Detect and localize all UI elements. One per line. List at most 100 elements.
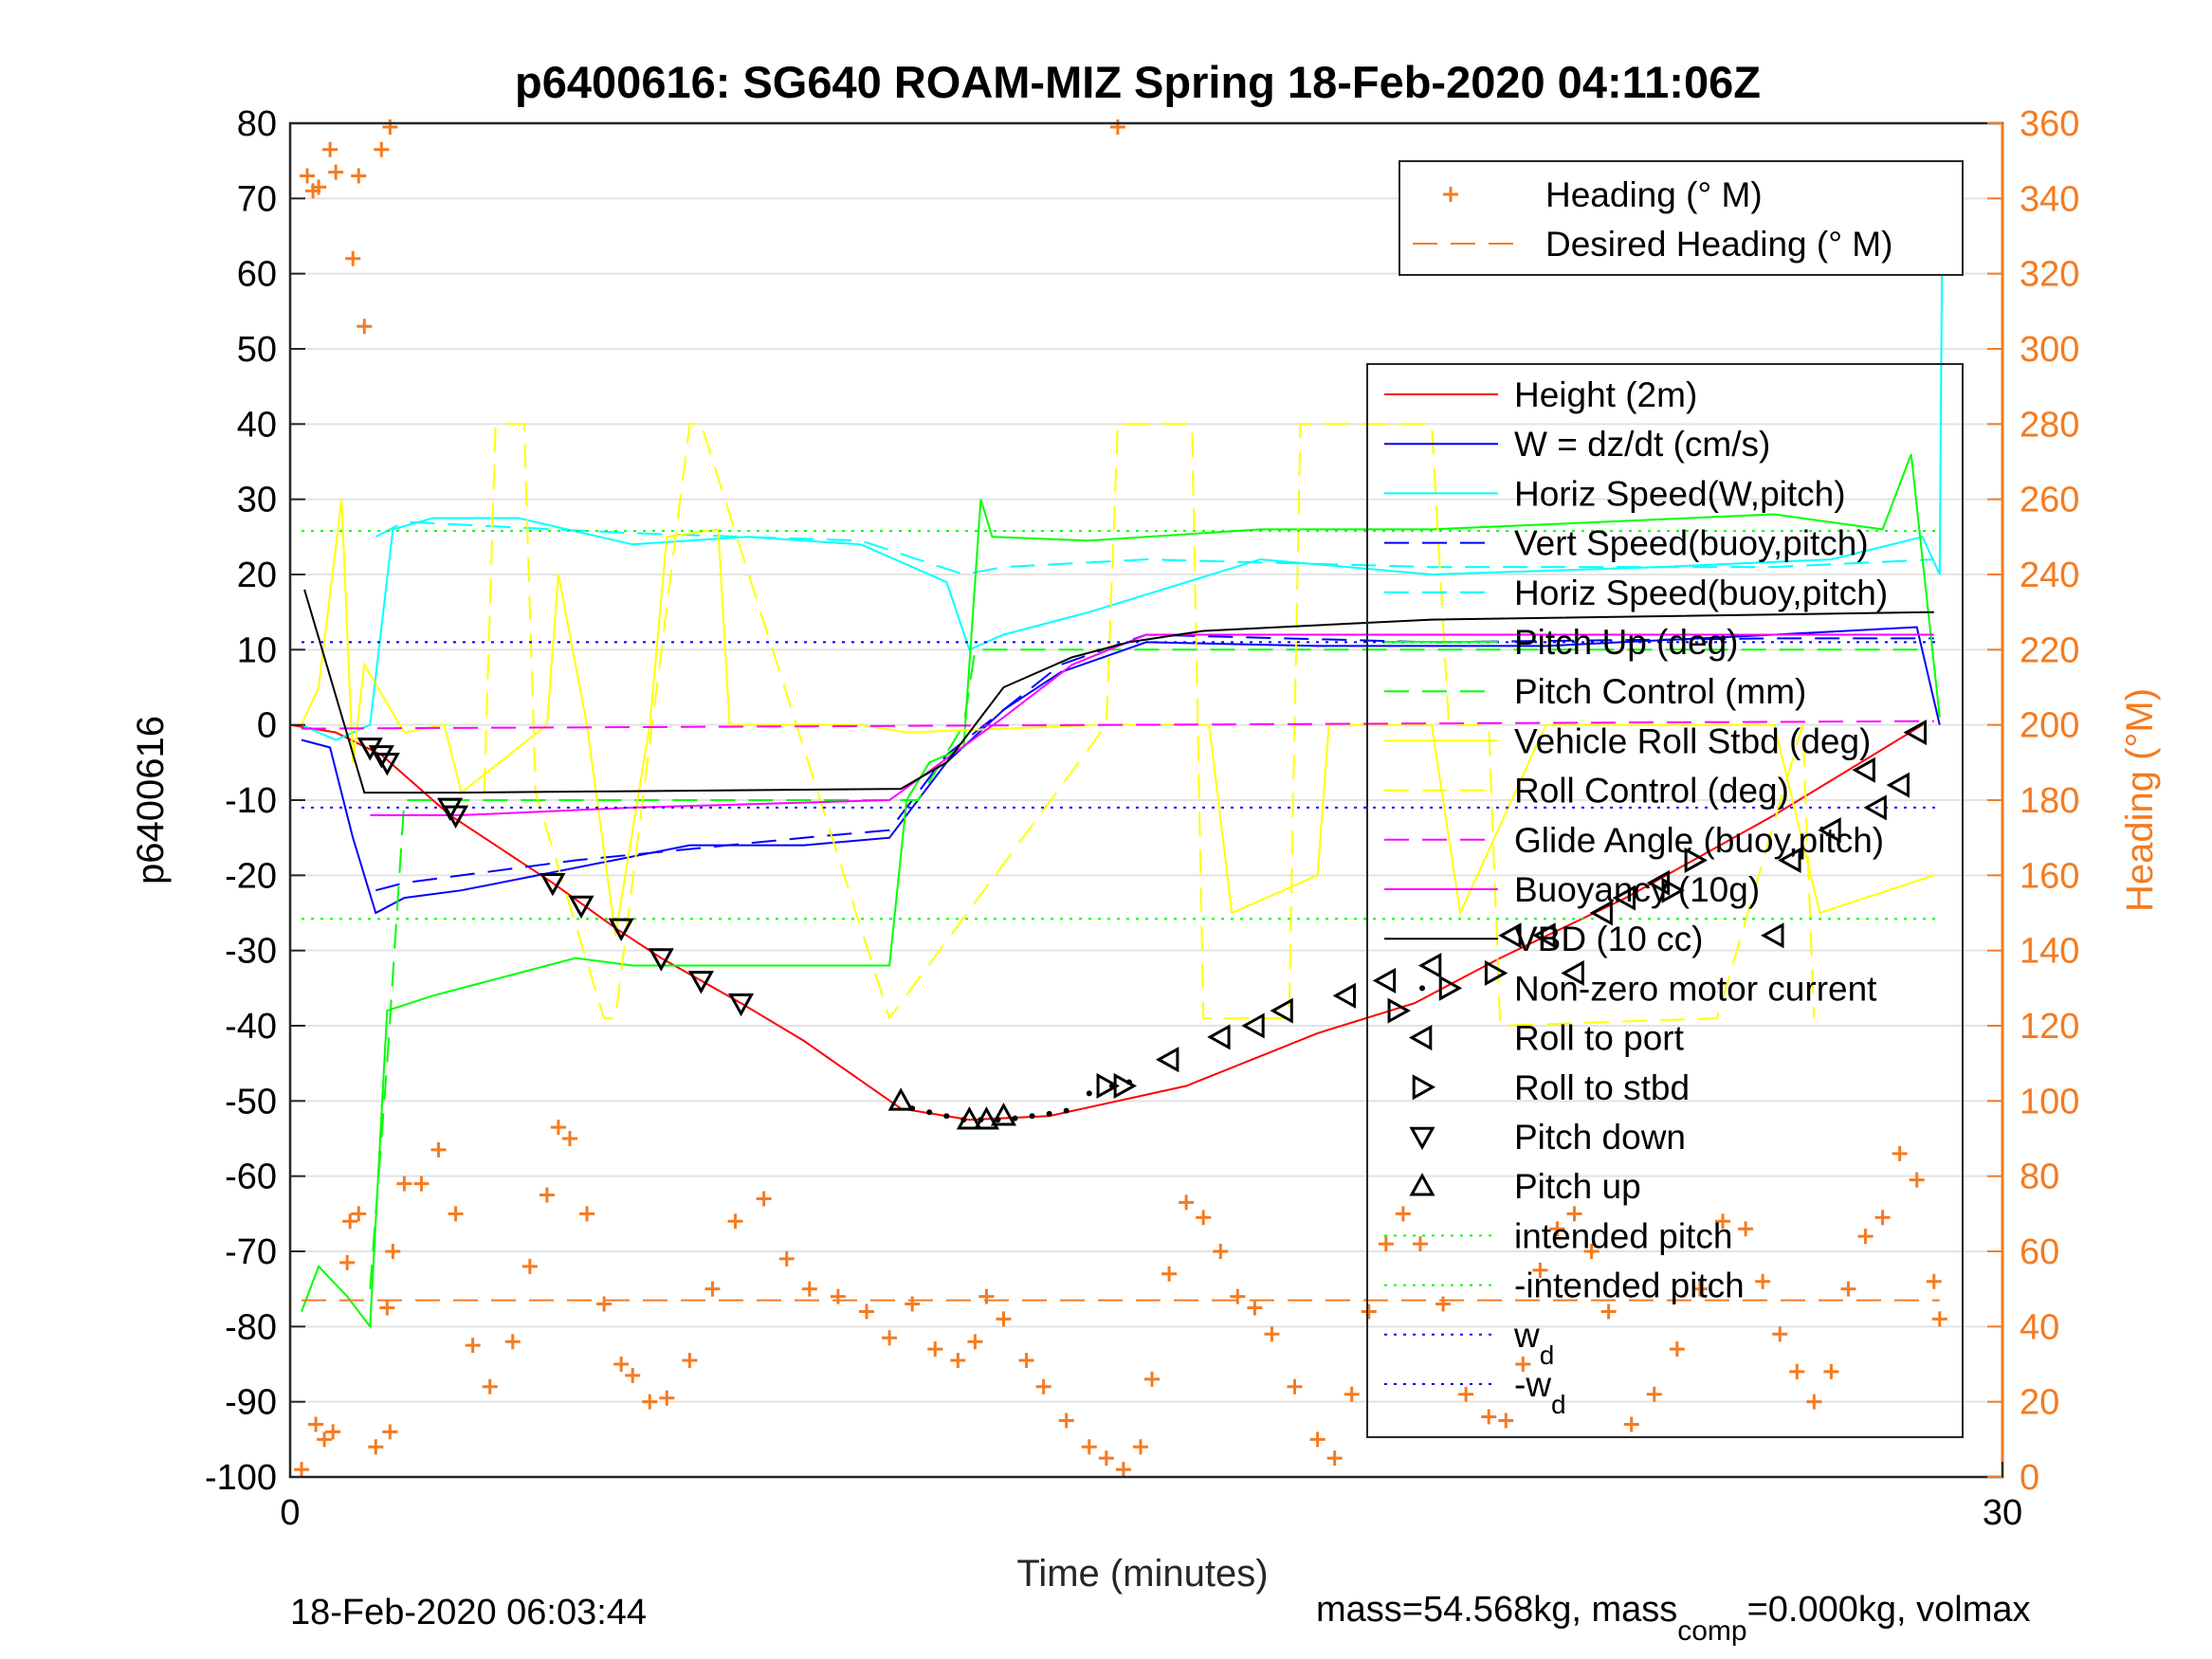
chart-title: p6400616: SG640 ROAM-MIZ Spring 18-Feb-2…	[515, 57, 1761, 107]
y2-tick-label-1: 340	[2020, 179, 2079, 219]
heading-point-57	[1264, 1326, 1280, 1342]
heading-outlier-3	[345, 250, 361, 266]
heading-point-12	[413, 1176, 430, 1192]
series-line-9	[301, 720, 1934, 730]
pitch-down-marker-10	[728, 993, 755, 1017]
legend-main-label-16: Pitch up	[1514, 1167, 1641, 1206]
heading-point-2	[317, 1431, 333, 1448]
legend-main-label-text-7: Vehicle Roll Stbd (deg)	[1514, 721, 1871, 760]
heading-point-68	[1481, 1409, 1497, 1425]
heading-point-59	[1309, 1431, 1325, 1448]
heading-outlier-2	[322, 141, 338, 157]
heading-point-8	[379, 1300, 395, 1316]
series-line-2	[301, 191, 1944, 741]
roll-port-marker-b-10	[1612, 884, 1636, 911]
heading-point-79	[1691, 1281, 1708, 1297]
pitch-down-marker-2	[374, 753, 400, 776]
heading-point-46	[1081, 1439, 1097, 1455]
y-tick-label-15: -70	[225, 1232, 277, 1272]
y-tick-label-10: -20	[225, 856, 277, 896]
heading-point-30	[727, 1213, 743, 1230]
heading-point-35	[859, 1304, 875, 1320]
roll-port-marker-b-8	[1532, 922, 1556, 949]
heading-point-7	[368, 1439, 384, 1455]
roll-port-marker-b-1	[1207, 1024, 1231, 1050]
legend-heading: Heading (° M) Desired Heading (° M)	[1398, 160, 1964, 276]
pitch-down-marker-6	[568, 895, 594, 920]
heading-outlier-10	[351, 168, 367, 184]
legend-main-label-2: Horiz Speed(W,pitch)	[1514, 474, 1846, 513]
y2-tick-label-8: 200	[2020, 706, 2079, 746]
heading-point-37	[905, 1296, 921, 1312]
heading-point-4	[339, 1254, 356, 1270]
y-tick-label-5: 30	[237, 481, 277, 520]
y-tick-label-2: 60	[237, 255, 277, 295]
y-tick-label-8: 0	[257, 706, 277, 746]
legend-heading-sample-0	[1443, 187, 1458, 202]
legend-main-label-text-15: Pitch down	[1514, 1118, 1686, 1157]
heading-point-66	[1435, 1296, 1452, 1312]
heading-point-21	[561, 1131, 577, 1146]
legend-main-label-text-18: -intended pitch	[1514, 1267, 1745, 1305]
marker-layer	[294, 118, 1947, 1478]
y-tick-label-4: 40	[237, 405, 277, 445]
heading-point-91	[1909, 1172, 1925, 1188]
x-tick-label-1: 30	[1983, 1493, 2022, 1533]
legend-main-label-18: -intended pitch	[1514, 1267, 1745, 1305]
heading-point-19	[539, 1187, 555, 1203]
roll-port-marker-b-4	[1332, 982, 1356, 1009]
legend-main-label-text-14: Roll to stbd	[1514, 1068, 1690, 1107]
y2-tick-label-9: 180	[2020, 781, 2079, 821]
heading-point-9	[382, 1424, 398, 1440]
heading-point-69	[1498, 1413, 1514, 1429]
y2-tick-label-0: 360	[2020, 104, 2079, 144]
footer-mass-text: mass=54.568kg, mass	[1316, 1590, 1677, 1630]
heading-point-29	[704, 1281, 721, 1297]
y2-tick-label-14: 80	[2020, 1158, 2059, 1197]
y-tick-label-0: 80	[237, 104, 277, 144]
heading-point-54	[1213, 1244, 1229, 1259]
pitch-down-marker-9	[687, 971, 714, 994]
heading-point-72	[1549, 1221, 1565, 1237]
heading-point-53	[1196, 1210, 1212, 1226]
roll-port-marker-b-11	[1646, 869, 1671, 896]
roll-port-marker-b-14	[1886, 772, 1910, 798]
legend-main-label-text-8: Roll Control (deg)	[1514, 772, 1789, 811]
heading-point-71	[1532, 1262, 1548, 1278]
heading-point-38	[927, 1341, 943, 1358]
y2-tick-label-2: 320	[2020, 255, 2079, 295]
y-tick-label-3: 50	[237, 330, 277, 370]
heading-point-50	[1144, 1371, 1161, 1387]
heading-point-42	[996, 1311, 1012, 1327]
legend-main-label-11: VBD (10 cc)	[1514, 920, 1703, 958]
series-layer	[289, 191, 1944, 1330]
x-axis-ticks: 0 30	[280, 1462, 2022, 1533]
legend-main-sample-12	[1419, 985, 1425, 992]
heading-point-18	[521, 1258, 538, 1274]
heading-point-82	[1755, 1273, 1771, 1289]
legend-main-label-text-20: -w	[1514, 1365, 1551, 1404]
motor-current-dot-11	[1108, 1083, 1115, 1089]
y2-tick-label-5: 260	[2020, 481, 2079, 520]
heading-point-83	[1772, 1326, 1788, 1342]
pitch-down-marker-5	[539, 872, 566, 897]
heading-point-41	[978, 1288, 995, 1304]
heading-point-75	[1600, 1304, 1617, 1320]
y2-tick-label-12: 120	[2020, 1007, 2079, 1047]
roll-port-marker-0	[1561, 959, 1584, 987]
pitch-up-marker-0	[887, 1087, 914, 1111]
y-axis-ticks: 80 70 60 50 40 30 20 10 0 -10 -20 -30 -40 -50 -60 -70 -8…	[205, 104, 305, 1498]
heading-outlier-7	[1109, 118, 1125, 135]
heading-point-22	[579, 1206, 595, 1222]
heading-point-49	[1132, 1439, 1148, 1455]
heading-point-63	[1378, 1236, 1394, 1252]
roll-stbd-marker-1	[1113, 1072, 1138, 1100]
legend-main-label-text-19: w	[1513, 1316, 1540, 1355]
roll-stbd-marker-6	[1684, 847, 1709, 874]
roll-port-marker-4	[1903, 720, 1927, 746]
heading-outlier-9	[328, 164, 344, 180]
y2-axis-label: Heading (°M)	[2119, 688, 2161, 912]
footer-timestamp: 18-Feb-2020 06:03:44	[290, 1593, 647, 1632]
legend-main-label-text-0: Height (2m)	[1514, 375, 1697, 414]
heading-point-3	[325, 1424, 341, 1440]
